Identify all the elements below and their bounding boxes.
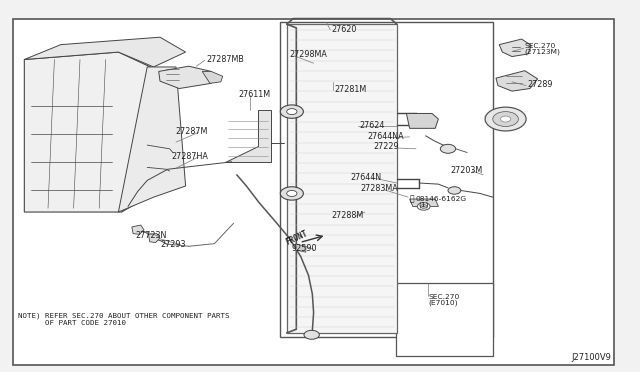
Text: SEC.270: SEC.270: [525, 43, 556, 49]
Polygon shape: [287, 24, 397, 333]
Circle shape: [440, 144, 456, 153]
Circle shape: [417, 203, 430, 210]
Circle shape: [448, 187, 461, 194]
Polygon shape: [296, 244, 306, 252]
Polygon shape: [118, 67, 186, 212]
Polygon shape: [202, 71, 223, 83]
Bar: [35, 162, 66, 190]
Polygon shape: [496, 71, 538, 91]
Circle shape: [280, 105, 303, 118]
Circle shape: [287, 109, 297, 115]
Circle shape: [280, 187, 303, 200]
Bar: [49, 193, 60, 208]
Circle shape: [420, 205, 427, 208]
Text: 27723N: 27723N: [136, 231, 167, 240]
Text: 27281M: 27281M: [334, 85, 366, 94]
Text: 27229: 27229: [374, 142, 399, 151]
Text: 27624: 27624: [360, 121, 385, 130]
Text: 08146-6162G: 08146-6162G: [416, 196, 467, 202]
Bar: [35, 125, 66, 153]
Polygon shape: [410, 199, 438, 206]
Polygon shape: [499, 39, 531, 57]
Bar: [280, 22, 493, 337]
Bar: [32, 193, 44, 208]
Bar: [82, 193, 93, 208]
Polygon shape: [148, 234, 160, 243]
Circle shape: [493, 112, 518, 126]
Text: 92590: 92590: [291, 244, 317, 253]
Text: (1): (1): [418, 202, 429, 208]
Text: SEC.270: SEC.270: [429, 294, 460, 300]
Text: 27298MA: 27298MA: [289, 50, 327, 59]
Text: 27644NA: 27644NA: [367, 132, 404, 141]
Text: OF PART CODE 27010: OF PART CODE 27010: [18, 320, 126, 326]
Text: FRONT: FRONT: [285, 229, 309, 247]
Circle shape: [485, 107, 526, 131]
Text: 27288M: 27288M: [332, 211, 364, 220]
Text: 27644N: 27644N: [351, 173, 382, 182]
Polygon shape: [406, 113, 438, 128]
Text: (27123M): (27123M): [525, 48, 561, 55]
Text: 27289: 27289: [527, 80, 553, 89]
Polygon shape: [132, 225, 144, 234]
Circle shape: [304, 330, 319, 339]
Text: 27293: 27293: [160, 240, 186, 248]
Polygon shape: [225, 110, 271, 162]
Bar: [74, 89, 104, 117]
Bar: [396, 283, 493, 356]
Text: Ⓑ: Ⓑ: [410, 195, 414, 203]
Text: 27203M: 27203M: [450, 166, 482, 175]
Bar: [65, 193, 77, 208]
Bar: [99, 193, 110, 208]
Bar: [74, 125, 104, 153]
Bar: [74, 162, 104, 190]
Text: 27611M: 27611M: [238, 90, 270, 99]
Text: NOTE) REFER SEC.270 ABOUT OTHER COMPONENT PARTS: NOTE) REFER SEC.270 ABOUT OTHER COMPONEN…: [18, 313, 229, 320]
Text: 27620: 27620: [332, 25, 357, 33]
Text: 27283MA: 27283MA: [360, 185, 398, 193]
Text: 27287M: 27287M: [175, 127, 208, 136]
Text: 27287HA: 27287HA: [171, 152, 208, 161]
Text: J27100V9: J27100V9: [572, 353, 611, 362]
Polygon shape: [24, 37, 186, 67]
Circle shape: [500, 116, 511, 122]
Text: (E7010): (E7010): [429, 299, 458, 306]
Text: 27287MB: 27287MB: [206, 55, 244, 64]
Polygon shape: [24, 52, 154, 212]
Circle shape: [287, 190, 297, 196]
Polygon shape: [159, 66, 211, 89]
Bar: [35, 89, 66, 117]
